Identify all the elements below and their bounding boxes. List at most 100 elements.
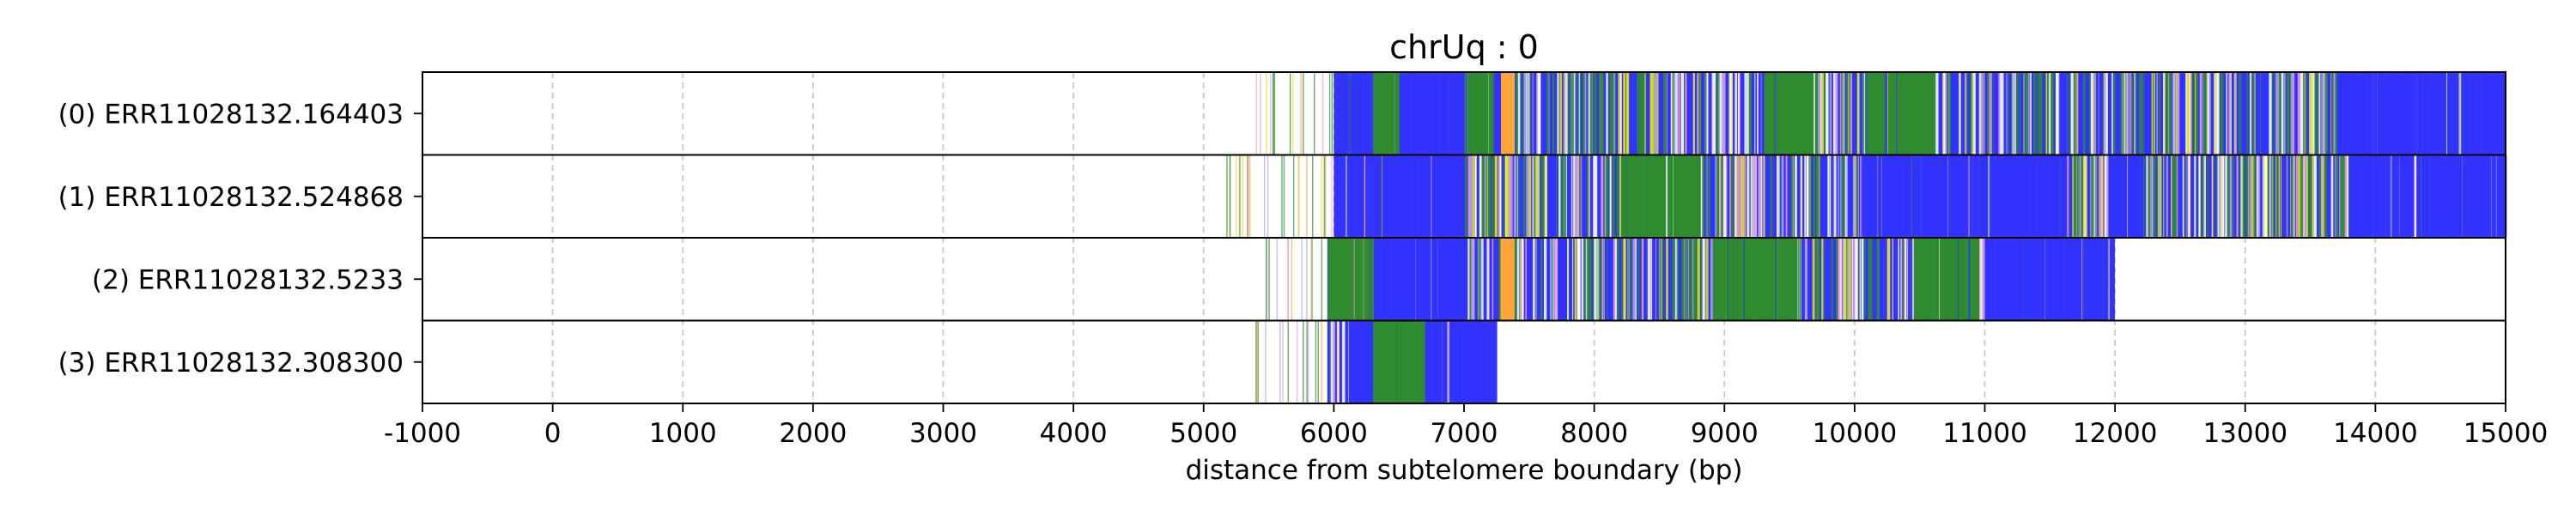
feature-mark [1621, 238, 1623, 321]
feature-mark [2348, 154, 2349, 238]
feature-mark [2214, 72, 2216, 155]
feature-segment [2467, 72, 2470, 155]
feature-segment [1440, 320, 1442, 403]
track-row [422, 154, 2509, 239]
feature-mark [1341, 320, 1344, 403]
feature-segment [2008, 238, 2010, 321]
feature-segment [2065, 238, 2068, 321]
feature-segment [1455, 238, 1459, 321]
feature-segment [1360, 154, 1362, 238]
feature-segment [1370, 320, 1372, 403]
feature-mark [2307, 154, 2311, 238]
feature-mark [1300, 72, 1302, 155]
track-row [422, 237, 2506, 322]
feature-mark [1674, 72, 1678, 155]
feature-segment [1740, 238, 1744, 321]
feature-segment [1921, 238, 1923, 321]
row-label: (2) ERR11028132.5233 [92, 264, 404, 295]
feature-mark [1823, 238, 1825, 321]
feature-segment [1422, 154, 1425, 238]
feature-segment [1890, 154, 1893, 238]
feature-segment [1344, 154, 1346, 238]
feature-mark [1610, 72, 1613, 155]
feature-mark [1665, 154, 1668, 238]
feature-mark [2195, 72, 2198, 155]
feature-mark [2173, 72, 2175, 155]
feature-segment [1901, 154, 1905, 238]
feature-segment [1879, 154, 1881, 238]
feature-mark [1310, 238, 1312, 321]
feature-segment [2405, 72, 2408, 155]
feature-mark [1540, 154, 1544, 238]
feature-segment [1375, 72, 1380, 155]
feature-mark [1556, 154, 1558, 238]
feature-mark [1571, 72, 1574, 155]
feature-segment [1400, 238, 1403, 321]
feature-mark [2239, 72, 2242, 155]
feature-mark [1809, 154, 1811, 238]
feature-mark [2172, 154, 2175, 238]
feature-segment [1351, 154, 1354, 238]
feature-segment [2020, 238, 2023, 321]
feature-mark [1705, 238, 1709, 321]
feature-mark [2073, 154, 2076, 238]
feature-mark [1583, 72, 1584, 155]
feature-segment [1954, 154, 1958, 238]
feature-segment [2496, 154, 2500, 238]
feature-mark [1706, 154, 1708, 238]
feature-segment [2449, 72, 2452, 155]
feature-mark [1564, 72, 1566, 155]
x-tick-label: 11000 [1942, 418, 2027, 449]
feature-segment [2111, 154, 2114, 238]
feature-segment [1433, 238, 1437, 321]
feature-mark [1558, 154, 1561, 238]
feature-mark [1613, 72, 1615, 155]
feature-mark [1281, 154, 1283, 238]
feature-mark [1990, 72, 1992, 155]
feature-mark [2120, 72, 2123, 155]
feature-mark [1265, 320, 1267, 403]
feature-mark [1331, 72, 1333, 155]
feature-segment [2062, 154, 2066, 238]
feature-segment [1467, 320, 1470, 403]
feature-segment [1335, 72, 1339, 155]
feature-mark [2096, 154, 2099, 238]
feature-segment [1919, 238, 1922, 321]
feature-mark [1509, 154, 1512, 238]
feature-mark [1574, 238, 1577, 321]
feature-mark [1836, 238, 1838, 321]
feature-segment [2448, 154, 2451, 238]
feature-segment [1979, 154, 1984, 238]
feature-segment [2017, 238, 2019, 321]
feature-segment [2036, 154, 2039, 238]
feature-mark [1242, 154, 1244, 238]
feature-mark [1688, 238, 1690, 321]
feature-mark [1595, 154, 1598, 238]
feature-segment [2465, 72, 2469, 155]
feature-mark [1816, 154, 1819, 238]
feature-segment [1458, 72, 1461, 155]
feature-segment [2378, 72, 2381, 155]
feature-segment [1402, 72, 1406, 155]
feature-segment [1341, 154, 1345, 238]
feature-segment [1964, 154, 1966, 238]
feature-mark [1536, 72, 1538, 155]
feature-mark [1747, 154, 1750, 238]
feature-segment [1655, 154, 1656, 238]
feature-mark [2297, 72, 2300, 155]
feature-segment [1778, 238, 1780, 321]
feature-mark [2106, 154, 2109, 238]
feature-mark [1702, 154, 1704, 238]
feature-mark [2274, 72, 2275, 155]
feature-segment [1942, 154, 1944, 238]
feature-mark [2182, 154, 2184, 238]
feature-segment [1450, 238, 1452, 321]
feature-mark [1588, 154, 1590, 238]
feature-mark [1850, 72, 1852, 155]
feature-mark [2194, 72, 2197, 155]
feature-mark [1647, 238, 1651, 321]
feature-segment [2044, 238, 2046, 321]
feature-segment [1409, 238, 1413, 321]
feature-segment [1358, 154, 1361, 238]
feature-segment [1990, 154, 1994, 238]
